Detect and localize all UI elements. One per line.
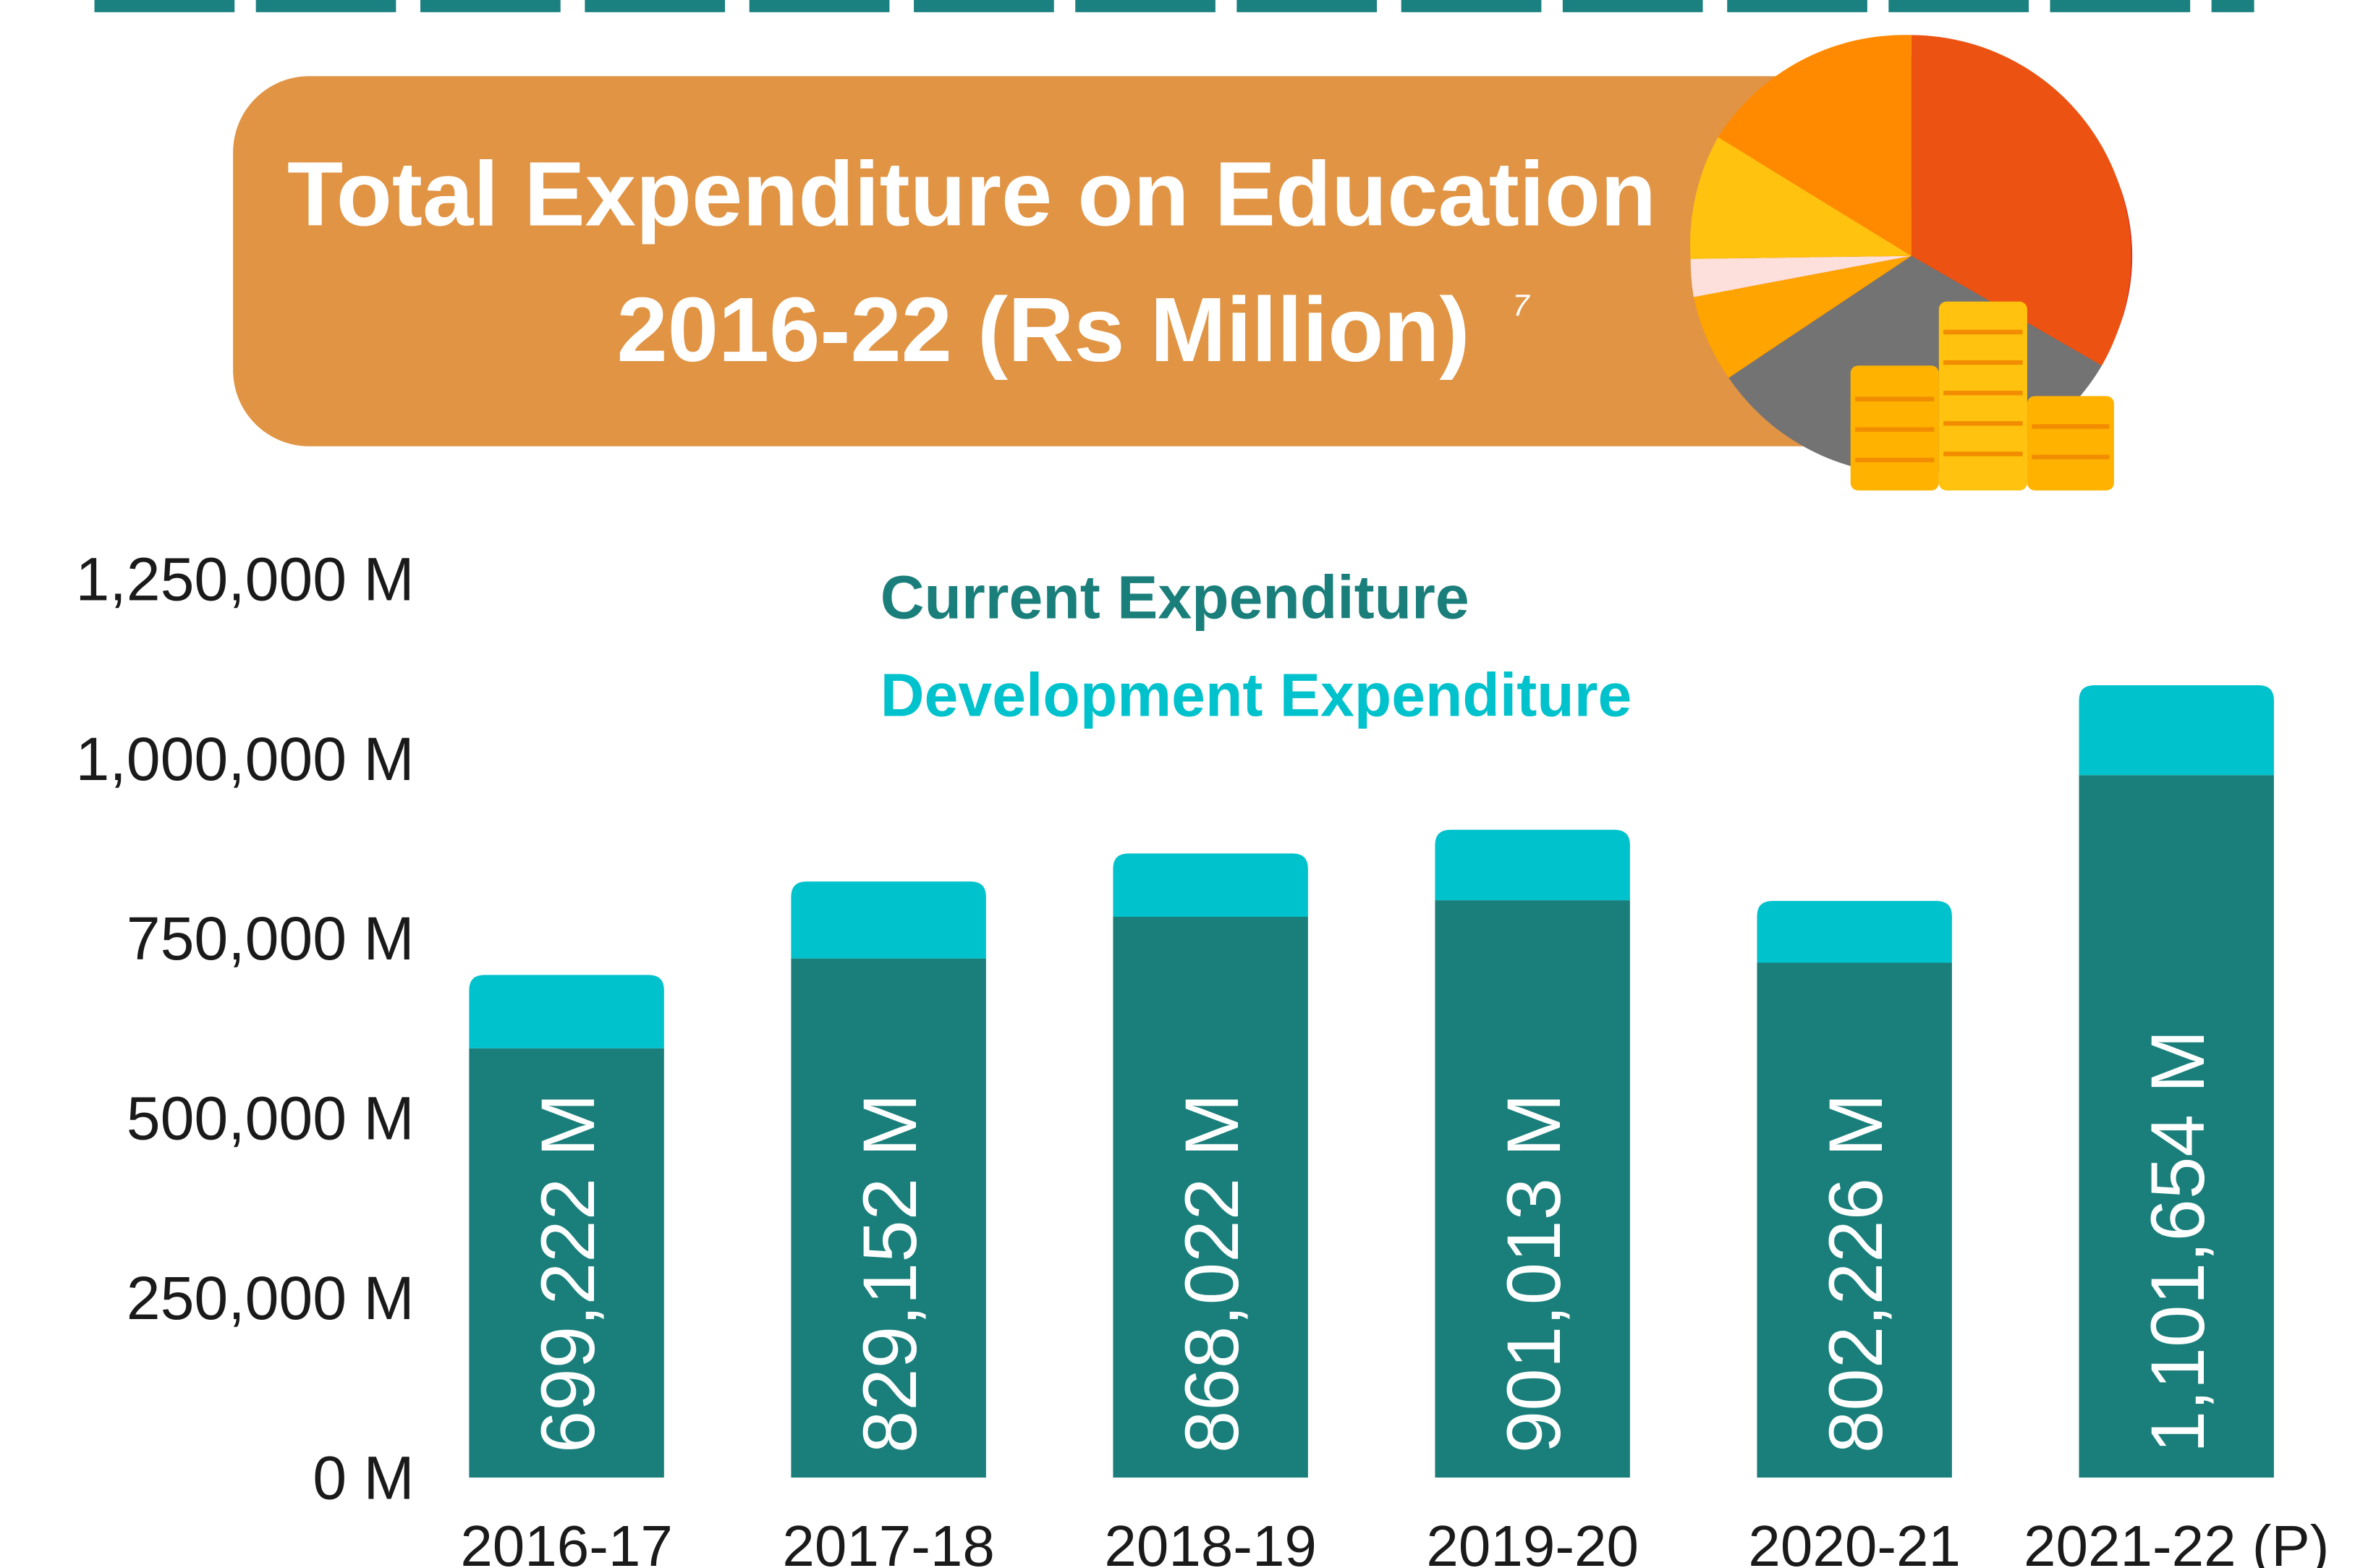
x-tick-label: 2019-20 [1426, 1514, 1639, 1568]
y-tick-label: 0 M [313, 1444, 414, 1512]
x-tick-label: 2021-22 (P) [2024, 1514, 2329, 1568]
y-tick-label: 1,250,000 M [76, 545, 415, 613]
footnote-marker: 7 [1512, 288, 1530, 322]
y-tick-label: 750,000 M [127, 904, 415, 972]
y-tick-label: 250,000 M [127, 1264, 415, 1332]
chart-subtitle: 2016-22 (Rs Million) [616, 279, 1469, 381]
legend-entry: Current Expenditure [881, 564, 1469, 632]
x-tick-label: 2016-17 [460, 1514, 673, 1568]
bar-segment [469, 975, 663, 1048]
chart-title: Total Expenditure on Education [287, 143, 1656, 245]
bar-segment [1113, 854, 1307, 917]
bar-segment [791, 881, 985, 958]
total-label: 1,101,654 M [2136, 1030, 2220, 1453]
total-label: 901,013 M [1492, 1093, 1577, 1453]
y-tick-label: 1,000,000 M [76, 725, 415, 793]
total-label: 699,222 M [526, 1093, 611, 1453]
bar-segment [1757, 901, 1951, 962]
bar-segment [2079, 685, 2273, 775]
x-tick-label: 2017-18 [782, 1514, 995, 1568]
total-label: 802,226 M [1814, 1093, 1898, 1453]
bar-segment [1435, 830, 1629, 900]
title-banner [233, 76, 1878, 446]
y-tick-label: 500,000 M [127, 1085, 415, 1153]
legend-entry: Development Expenditure [881, 661, 1632, 729]
page: Total Expenditure on Education 2016-22 (… [0, 0, 2376, 1568]
header-strip [95, 0, 2254, 12]
total-label: 829,152 M [848, 1093, 933, 1453]
chart: Total Expenditure on Education 2016-22 (… [0, 0, 2376, 1568]
total-label: 868,022 M [1170, 1093, 1255, 1453]
x-tick-label: 2018-19 [1104, 1514, 1317, 1568]
x-tick-label: 2020-21 [1748, 1514, 1961, 1568]
